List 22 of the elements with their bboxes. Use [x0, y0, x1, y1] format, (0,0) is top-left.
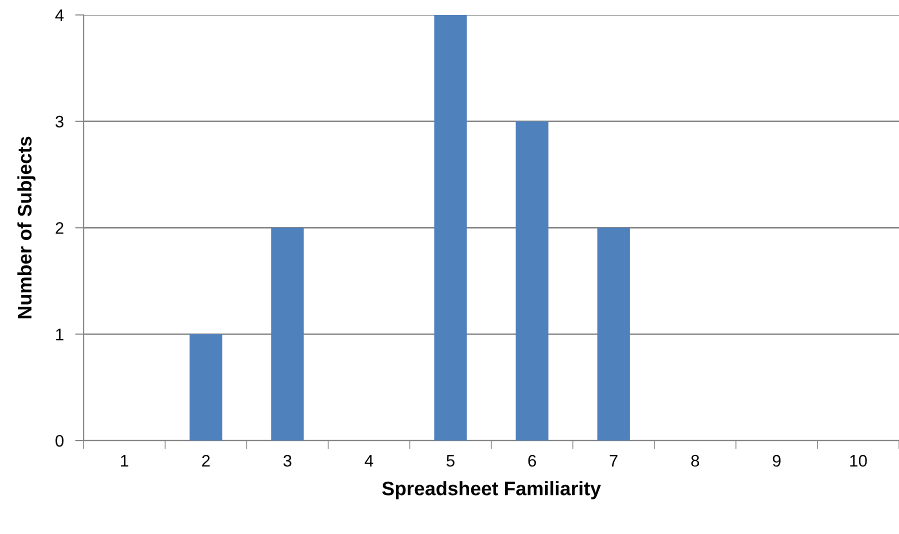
y-tick-label: 4	[55, 10, 64, 21]
bar	[597, 228, 630, 441]
x-tick-label: 8	[691, 454, 700, 467]
x-tick-label: 7	[610, 455, 618, 467]
y-axis-title: Number of Subjects	[17, 136, 36, 318]
x-tick-label: 10	[850, 454, 867, 467]
bar	[516, 121, 548, 441]
x-tick-label: 3	[283, 454, 292, 467]
x-tick-label: 9	[772, 454, 781, 467]
bar	[190, 334, 222, 441]
x-axis-title: Spreadsheet Familiarity	[382, 481, 601, 500]
x-tick-label: 6	[528, 454, 536, 467]
x-tick-label: 1	[121, 455, 128, 467]
bar	[271, 228, 304, 441]
y-tick-label: 1	[56, 328, 64, 340]
x-tick-label: 4	[364, 455, 374, 467]
y-tick-label: 3	[56, 116, 64, 128]
y-tick-label: 0	[56, 434, 64, 447]
bar	[434, 14, 467, 441]
x-tick-label: 5	[446, 455, 454, 467]
x-tick-label: 2	[202, 454, 210, 467]
y-tick-label: 2	[56, 222, 64, 234]
